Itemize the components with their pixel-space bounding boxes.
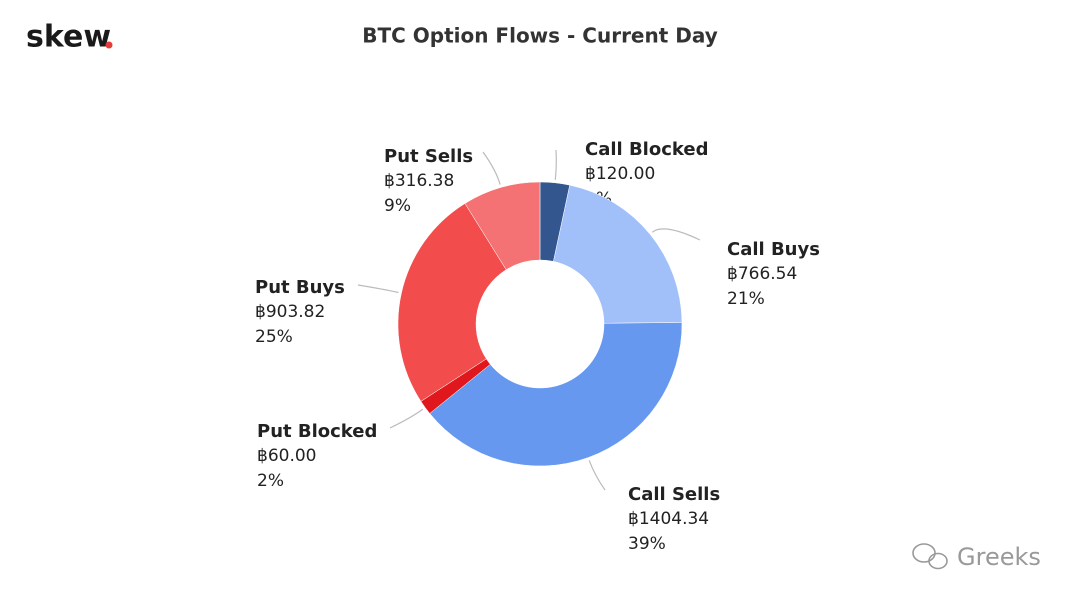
leader-line [389, 408, 424, 429]
chart-title: BTC Option Flows - Current Day [362, 24, 718, 48]
slice-label: Call Buys [727, 239, 820, 260]
slice [397, 203, 507, 402]
slice [464, 181, 541, 271]
slice [553, 184, 683, 324]
leader-line [357, 284, 399, 294]
value-label: ฿903.82 [255, 302, 325, 322]
slice-label: Put Blocked [257, 421, 377, 442]
leader-line [588, 460, 606, 491]
value-label: ฿766.54 [727, 264, 797, 284]
slice [429, 322, 683, 467]
slice-label: Call Blocked [585, 139, 708, 160]
value-label: ฿1404.34 [628, 509, 709, 529]
leader-line [482, 151, 501, 185]
percent-label: 39% [628, 534, 666, 554]
percent-label: 2% [257, 471, 284, 491]
value-label: ฿120.00 [585, 164, 655, 184]
logo: skew [26, 20, 111, 55]
watermark-icon [912, 543, 948, 570]
slice-label: Put Buys [255, 277, 345, 298]
percent-label: 9% [384, 196, 411, 216]
leader-line [651, 228, 701, 241]
leader-line [554, 149, 557, 180]
slice-label: Call Sells [628, 484, 720, 505]
watermark: Greeks [957, 543, 1041, 571]
value-label: ฿316.38 [384, 171, 454, 191]
slice-label: Put Sells [384, 146, 473, 167]
logo-dot [105, 41, 113, 49]
percent-label: 25% [255, 327, 293, 347]
percent-label: 21% [727, 289, 765, 309]
value-label: ฿60.00 [257, 446, 316, 466]
